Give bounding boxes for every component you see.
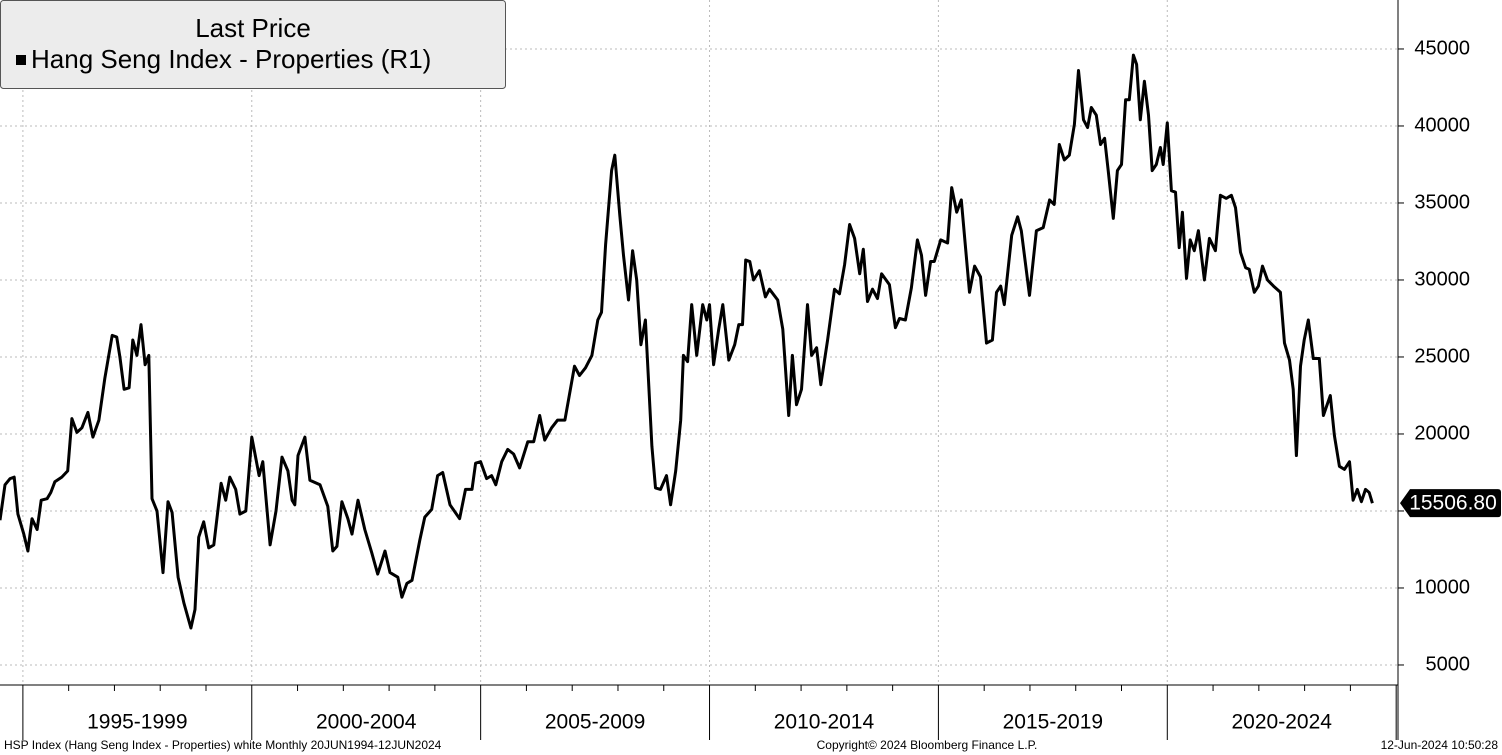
y-tick-label: 45000: [1414, 37, 1470, 59]
x-tick-label: 2020-2024: [1232, 711, 1333, 734]
y-tick-label: 10000: [1414, 576, 1470, 598]
x-tick-label: 2010-2014: [774, 711, 875, 734]
x-tick-label: 1995-1999: [87, 711, 187, 734]
legend-box: [0, 0, 506, 89]
y-tick-label: 35000: [1414, 191, 1470, 213]
legend-label: Hang Seng Index - Properties (R1): [31, 44, 431, 74]
y-tick-label: 40000: [1414, 114, 1470, 136]
legend-title: Last Price: [195, 13, 311, 43]
footer-source: HSP Index (Hang Seng Index - Properties)…: [4, 738, 442, 752]
y-tick-label: 5000: [1426, 653, 1471, 675]
y-tick-label: 30000: [1414, 268, 1470, 290]
footer-timestamp: 12-Jun-2024 10:50:28: [1381, 738, 1499, 752]
y-tick-label: 25000: [1414, 345, 1470, 367]
x-tick-label: 2005-2009: [545, 711, 645, 734]
last-price-badge: [1400, 489, 1501, 518]
legend-swatch: [16, 55, 26, 65]
x-tick-label: 2015-2019: [1003, 711, 1103, 734]
price-line: [0, 53, 1374, 630]
x-tick-label: 2000-2004: [316, 711, 417, 734]
y-tick-label: 20000: [1414, 422, 1470, 444]
footer-copyright: Copyright© 2024 Bloomberg Finance L.P.: [817, 738, 1038, 752]
last-price-label: 15506.80: [1409, 492, 1497, 515]
